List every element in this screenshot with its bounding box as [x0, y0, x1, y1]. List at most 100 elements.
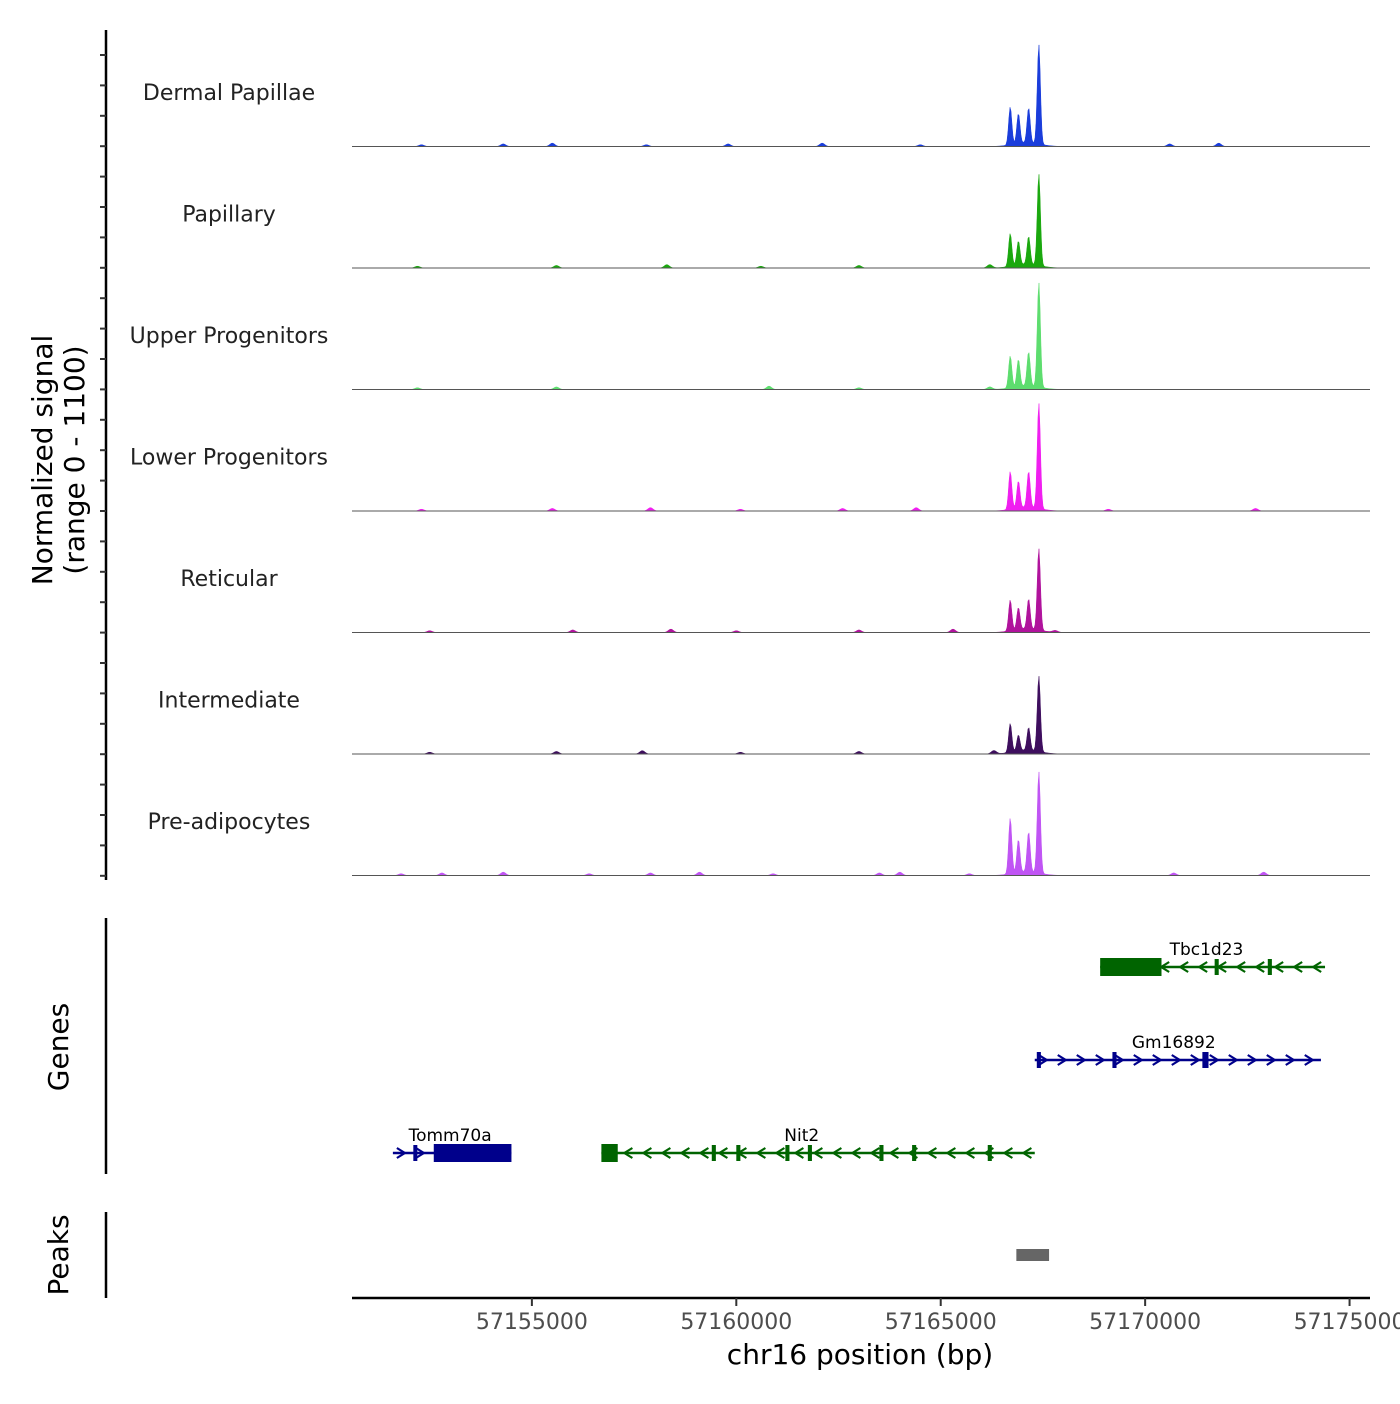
gene-exon: [433, 1144, 512, 1162]
coverage-track-0: Dermal Papillae: [143, 44, 1370, 147]
strand-arrow: [1057, 1054, 1068, 1066]
gene-exon: [1036, 1052, 1041, 1068]
strand-arrow: [717, 1147, 728, 1159]
gene-nit2: Nit2: [601, 1126, 1035, 1162]
track-label: Papillary: [182, 203, 276, 228]
x-tick-label: 57175000: [1294, 1310, 1400, 1335]
strand-arrow: [698, 1147, 709, 1159]
coverage-track-3: Lower Progenitors: [130, 403, 1370, 512]
coverage-track-5: Intermediate: [158, 676, 1370, 755]
strand-arrow: [1038, 1054, 1049, 1066]
y-axis-label-line2: (range 0 - 1100): [58, 345, 91, 574]
coverage-signal: [352, 676, 1370, 755]
gene-tbc1d23: Tbc1d23: [1100, 940, 1326, 976]
strand-arrow: [774, 1147, 785, 1159]
strand-arrow: [869, 1147, 880, 1159]
strand-arrow: [1247, 1054, 1258, 1066]
strand-arrow: [1266, 1054, 1277, 1066]
strand-arrow: [812, 1147, 823, 1159]
coverage-signal: [352, 548, 1370, 633]
peak-track: [1016, 1249, 1050, 1261]
x-axis-ticks: 57155000 57160000 57165000 57170000 57175000: [476, 1298, 1400, 1335]
coverage-track-6: Pre-adipocytes: [148, 771, 1370, 876]
gene-exon: [601, 1144, 618, 1162]
strand-arrow: [1228, 1054, 1239, 1066]
gene-exon: [912, 1145, 917, 1161]
gene-exon: [1100, 958, 1162, 976]
strand-arrow: [1254, 961, 1265, 973]
strand-arrow: [641, 1147, 652, 1159]
x-axis-label: chr16 position (bp): [727, 1338, 993, 1371]
gene-track: Tbc1d23 Gm16892 Tomm70a Nit2: [392, 940, 1326, 1162]
gene-exon: [711, 1145, 716, 1161]
strand-arrow: [1095, 1054, 1106, 1066]
strand-arrow: [755, 1147, 766, 1159]
strand-arrow: [622, 1147, 633, 1159]
gene-label: Tomm70a: [408, 1126, 492, 1146]
coverage-track-1: Papillary: [182, 174, 1370, 269]
strand-arrow: [1311, 961, 1322, 973]
x-tick-label: 57170000: [1089, 1310, 1201, 1335]
gene-label: Nit2: [784, 1126, 819, 1146]
gene-exon: [736, 1145, 741, 1161]
strand-arrow: [1209, 1054, 1220, 1066]
strand-arrow: [396, 1147, 407, 1159]
strand-arrow: [1021, 1147, 1032, 1159]
strand-arrow: [945, 1147, 956, 1159]
peak-region: [1016, 1249, 1050, 1261]
track-label: Pre-adipocytes: [148, 810, 311, 835]
gene-exon: [1202, 1052, 1209, 1068]
coverage-signal: [352, 403, 1370, 512]
strand-arrow: [888, 1147, 899, 1159]
gene-exon: [785, 1145, 790, 1161]
strand-arrow: [660, 1147, 671, 1159]
strand-arrow: [1171, 1054, 1182, 1066]
genes-axis-label: Genes: [42, 1003, 75, 1091]
strand-arrow: [1292, 961, 1303, 973]
strand-arrow: [1152, 1054, 1163, 1066]
strand-arrow: [679, 1147, 690, 1159]
gene-exon: [413, 1145, 418, 1161]
track-label: Dermal Papillae: [143, 81, 315, 106]
coverage-signal: [352, 282, 1370, 390]
gene-label: Tbc1d23: [1169, 940, 1244, 960]
strand-arrow: [1076, 1054, 1087, 1066]
x-tick-label: 57160000: [680, 1310, 792, 1335]
coverage-tracks: Dermal Papillae Papillary Upper Progenitor…: [130, 44, 1370, 876]
x-tick-label: 57165000: [885, 1310, 997, 1335]
coverage-track-2: Upper Progenitors: [130, 282, 1370, 390]
peaks-axis-label: Peaks: [42, 1214, 75, 1295]
coverage-signal: [352, 771, 1370, 876]
strand-arrow: [1190, 1054, 1201, 1066]
gene-gm16892: Gm16892: [1034, 1033, 1321, 1068]
strand-arrow: [1285, 1054, 1296, 1066]
strand-arrow: [964, 1147, 975, 1159]
coverage-track-4: Reticular: [180, 548, 1370, 633]
strand-arrow: [793, 1147, 804, 1159]
strand-arrow: [1178, 961, 1189, 973]
strand-arrow: [1197, 961, 1208, 973]
strand-arrow: [850, 1147, 861, 1159]
strand-arrow: [1002, 1147, 1013, 1159]
gene-exon: [807, 1145, 812, 1161]
x-tick-label: 57155000: [476, 1310, 588, 1335]
strand-arrow: [831, 1147, 842, 1159]
coverage-left-ticks: [100, 54, 106, 877]
gene-exon: [1214, 959, 1219, 975]
track-label: Upper Progenitors: [130, 324, 329, 349]
gene-exon: [987, 1145, 992, 1161]
gene-tomm70a: Tomm70a: [392, 1126, 512, 1162]
coverage-signal: [352, 174, 1370, 269]
strand-arrow: [1114, 1054, 1125, 1066]
gene-exon: [879, 1145, 884, 1161]
strand-arrow: [926, 1147, 937, 1159]
strand-arrow: [1273, 961, 1284, 973]
y-axis-label-line1: Normalized signal: [26, 335, 59, 586]
track-label: Reticular: [180, 567, 278, 592]
strand-arrow: [1235, 961, 1246, 973]
strand-arrow: [415, 1147, 426, 1159]
track-label: Intermediate: [158, 689, 300, 714]
gene-exon: [1267, 959, 1272, 975]
